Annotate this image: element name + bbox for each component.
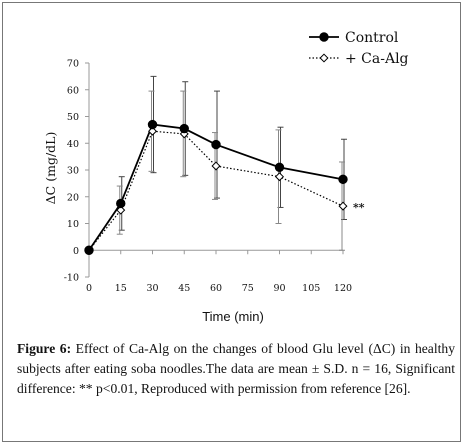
caption-label: Figure 6: [17,341,72,356]
figure-caption: Figure 6: Effect of Ca-Alg on the change… [17,339,455,399]
x-axis-label: Time (min) [202,309,264,324]
legend-marker [319,53,329,63]
legend-marker [319,32,329,42]
x-tick-label: 75 [242,283,254,294]
x-tick-label: 30 [146,283,158,294]
legend: Control + Ca-Alg [309,30,409,67]
annotations: ** [353,201,365,214]
x-tick-label: 90 [273,283,285,294]
x-tick-label: 120 [334,283,352,294]
x-tick-label: 15 [115,283,127,294]
ca-alg-data-point [147,126,158,136]
control-data-point [179,123,189,134]
control-data-point [147,119,158,130]
ca-alg-data-point [274,172,285,182]
y-tick-label: 70 [67,59,79,70]
ca-alg-data-point [338,201,348,211]
control-data-point [211,139,221,150]
y-tick-label: 50 [67,112,79,123]
significance-annotation: ** [353,201,365,214]
control-data-point [338,174,348,185]
y-tick-label: 60 [67,85,79,96]
y-tick-label: 20 [67,192,79,203]
ca-alg-data-point [116,205,126,215]
error-bars [116,75,347,251]
x-tick-label: 105 [302,283,320,294]
chart-ticks: -10 0 10 20 30 40 50 60 70 0 15 30 45 60 75 90 105 120 [64,59,352,295]
legend-label: + Ca-Alg [345,51,409,67]
figure-frame: -10 0 10 20 30 40 50 60 70 0 15 30 45 60 75 90 105 120 **… [2,2,461,442]
y-tick-label: 10 [67,219,79,230]
y-tick-label: -10 [64,273,79,284]
x-tick-label: 45 [178,283,190,294]
caption-text: Effect of Ca-Alg on the changes of blood… [17,341,455,396]
line-chart: -10 0 10 20 30 40 50 60 70 0 15 30 45 60 75 90 105 120 **… [43,30,409,324]
x-tick-label: 0 [86,283,92,294]
y-tick-label: 30 [67,166,79,177]
control-data-point [116,198,126,209]
control-data-point [84,245,94,255]
y-axis-label: ΔC (mg/dL) [43,132,58,205]
y-tick-label: 0 [73,246,79,257]
legend-label: Control [345,30,399,46]
control-data-point [274,162,285,173]
ca-alg-data-point [211,161,221,171]
y-tick-label: 40 [67,139,79,150]
series-markers [84,119,348,255]
x-tick-label: 60 [210,283,222,294]
